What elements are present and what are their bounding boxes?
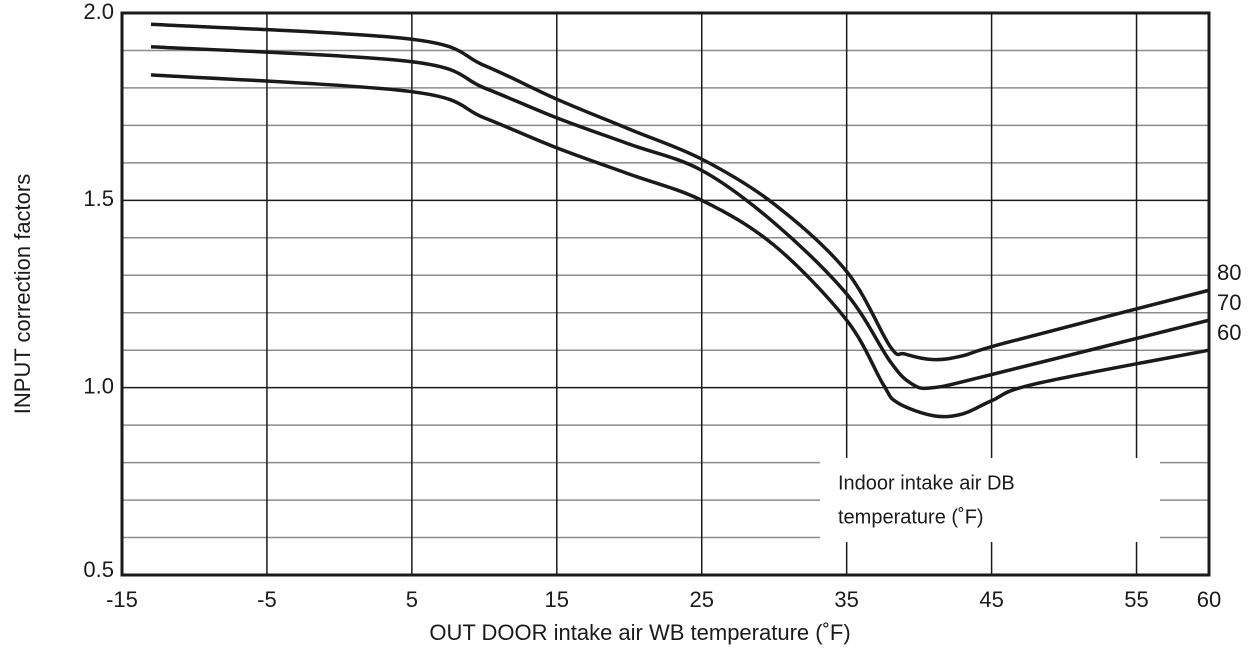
x-tick-label: -5	[257, 587, 277, 612]
x-tick-label: 15	[545, 587, 569, 612]
plot-frame	[120, 11, 1211, 577]
series-line	[150, 44, 1210, 391]
series-label: 80	[1217, 260, 1241, 285]
x-axis-label: OUT DOOR intake air WB temperature (˚F)	[429, 620, 850, 645]
series-label: 60	[1217, 320, 1241, 345]
series-label: 70	[1217, 290, 1241, 315]
x-tick-label: -15	[106, 587, 138, 612]
y-tick-label: 1.0	[83, 373, 114, 398]
y-tick-label: 0.5	[83, 557, 114, 582]
annotation: Indoor intake air DB	[838, 472, 1015, 494]
x-tick-label: 55	[1124, 587, 1148, 612]
annotation: temperature (˚F)	[838, 506, 984, 528]
x-tick-label: 25	[689, 587, 713, 612]
annotation-box	[820, 458, 1160, 542]
series-line	[150, 22, 1210, 362]
x-tick-label: 5	[406, 587, 418, 612]
x-tick-label: 35	[834, 587, 858, 612]
y-axis-label: INPUT correction factors	[10, 174, 35, 414]
y-tick-label: 1.5	[83, 186, 114, 211]
x-tick-label: 45	[979, 587, 1003, 612]
y-tick-label: 2.0	[83, 0, 114, 24]
x-tick-label: 60	[1197, 587, 1221, 612]
series-line	[150, 73, 1210, 419]
